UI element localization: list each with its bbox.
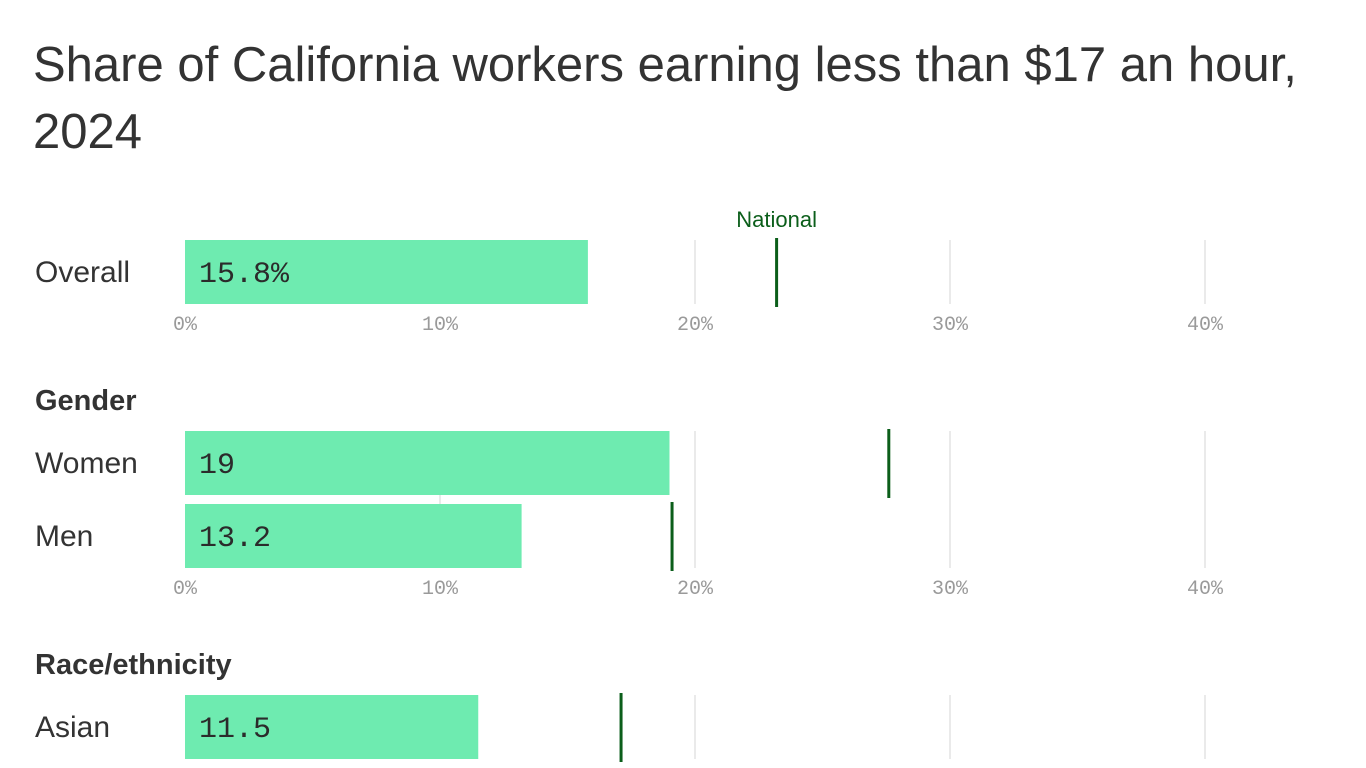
tick-label: 0%: [173, 314, 198, 337]
value-label: 19: [199, 449, 235, 483]
value-label: 13.2: [199, 522, 271, 556]
category-label: Asian: [35, 711, 110, 744]
tick-label: 40%: [1187, 314, 1224, 337]
value-label: 15.8%: [199, 258, 290, 292]
bar: [185, 240, 588, 304]
tick-label: 10%: [422, 578, 459, 601]
tick-label: 40%: [1187, 578, 1224, 601]
bar: [185, 431, 670, 495]
tick-label: 0%: [173, 578, 198, 601]
bar: [185, 504, 522, 568]
chart-title: Share of California workers earning less…: [33, 38, 1297, 159]
value-label: 11.5: [199, 713, 271, 747]
bar: [185, 695, 479, 759]
national-label: National: [736, 207, 817, 232]
group-label: Gender: [35, 385, 137, 417]
group-label: Race/ethnicity: [35, 649, 232, 681]
tick-label: 20%: [677, 314, 714, 337]
tick-label: 30%: [932, 314, 969, 337]
tick-label: 10%: [422, 314, 459, 337]
category-label: Women: [35, 447, 138, 480]
tick-label: 20%: [677, 578, 714, 601]
category-label: Overall: [35, 256, 130, 289]
tick-label: 30%: [932, 578, 969, 601]
category-label: Men: [35, 520, 93, 553]
